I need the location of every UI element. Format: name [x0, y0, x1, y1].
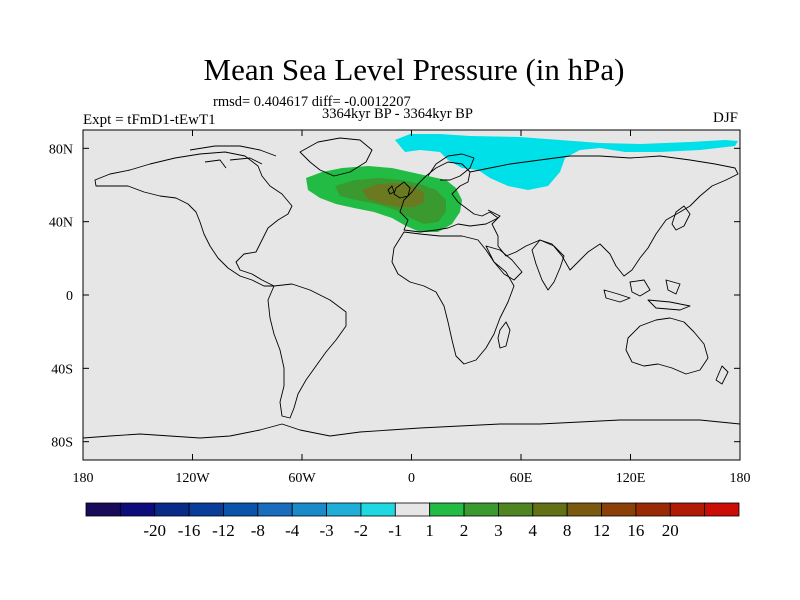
colorbar-swatch-3	[188, 502, 224, 517]
anomaly-region-arctic-eurasia-negative	[395, 134, 738, 190]
x-tick-label-2: 60W	[288, 471, 316, 486]
anomaly-region-north-atlantic-core-positive	[362, 183, 424, 207]
coastline-british-isles	[387, 181, 411, 199]
colorbar-swatch-5	[257, 502, 293, 517]
stats-line: rmsd= 0.404617 diff= -0.0012207	[213, 94, 411, 110]
colorbar-label-9: 2	[460, 521, 469, 540]
colorbar-swatch-6	[291, 502, 327, 517]
colorbar-label-11: 4	[529, 521, 538, 540]
colorbar-swatch-9	[394, 502, 431, 517]
colorbar-label-4: -4	[285, 521, 300, 540]
colorbar-swatch-11	[463, 502, 499, 517]
season-label: DJF	[713, 110, 739, 126]
coastline-japan	[671, 205, 691, 231]
coastline-europe	[399, 161, 499, 233]
coastline-asia	[469, 155, 739, 277]
colorbar-label-10: 3	[494, 521, 503, 540]
colorbar-label-1: -16	[178, 521, 201, 540]
colorbar-label-6: -2	[354, 521, 368, 540]
colorbar: -20 -16 -12 -8 -4 -3 -2 -1 1 2 3 4 8 12 16 20	[85, 502, 740, 540]
colorbar-swatch-17	[669, 502, 706, 517]
coastline-scandinavia	[427, 153, 475, 181]
y-tick-label-0: 80N	[49, 142, 73, 157]
colorbar-label-0: -20	[143, 521, 166, 540]
coastline-greenland	[299, 137, 373, 177]
colorbar-label-2: -12	[212, 521, 235, 540]
coastline-new-zealand	[715, 365, 729, 385]
colorbar-swatch-8	[360, 502, 396, 517]
colorbar-label-7: -1	[388, 521, 402, 540]
colorbar-label-15: 20	[662, 521, 679, 540]
colorbar-swatch-18	[704, 502, 740, 517]
colorbar-swatch-15	[601, 502, 637, 517]
y-tick-label-2: 0	[66, 289, 73, 304]
colorbar-label-8: 1	[425, 521, 434, 540]
x-tick-label-4: 60E	[510, 471, 533, 486]
coastline-arctic-islands	[189, 145, 277, 169]
colorbar-swatch-0	[85, 502, 121, 517]
x-tick-label-6: 180	[730, 471, 751, 486]
y-tick-label-1: 40N	[49, 216, 73, 231]
coastline-australia	[625, 317, 709, 375]
colorbar-label-5: -3	[319, 521, 333, 540]
x-tick-label-0: 180	[73, 471, 94, 486]
colorbar-swatch-1	[119, 502, 156, 517]
experiment-label: Expt = tFmD1-tEwT1	[83, 112, 216, 128]
coastline-indonesia	[603, 279, 691, 311]
coastline-north-america	[94, 151, 293, 287]
colorbar-swatch-10	[429, 502, 465, 517]
page-title: Mean Sea Level Pressure (in hPa)	[203, 52, 625, 87]
coastline-arabia	[485, 245, 523, 281]
y-tick-label-4: 80S	[51, 436, 73, 451]
coastlines	[83, 137, 740, 439]
x-tick-label-3: 0	[408, 471, 415, 486]
y-tick-label-3: 40S	[51, 362, 73, 377]
anomaly-shading	[306, 134, 738, 232]
map-axes: 180 120W 60W 0 60E 120E 180 80N 40N 0 40S 80S	[49, 130, 751, 486]
colorbar-swatch-16	[635, 502, 671, 517]
map-content	[83, 134, 740, 439]
coastline-africa	[391, 231, 515, 365]
coastline-india	[531, 239, 565, 291]
colorbar-swatch-2	[154, 502, 190, 517]
x-tick-label-1: 120W	[175, 471, 210, 486]
colorbar-label-14: 16	[627, 521, 644, 540]
x-tick-label-5: 120E	[616, 471, 646, 486]
colorbar-swatch-13	[532, 502, 568, 517]
colorbar-label-13: 12	[593, 521, 610, 540]
colorbar-swatch-7	[326, 502, 362, 517]
colorbar-label-3: -8	[251, 521, 265, 540]
colorbar-swatch-12	[498, 502, 534, 517]
period-line: 3364kyr BP - 3364kyr BP	[322, 106, 473, 122]
coastline-madagascar	[497, 321, 511, 349]
coastline-south-america	[267, 283, 347, 419]
colorbar-swatch-14	[566, 502, 602, 517]
coastline-antarctica	[83, 419, 740, 439]
colorbar-swatch-4	[223, 502, 259, 517]
colorbar-label-12: 8	[563, 521, 572, 540]
